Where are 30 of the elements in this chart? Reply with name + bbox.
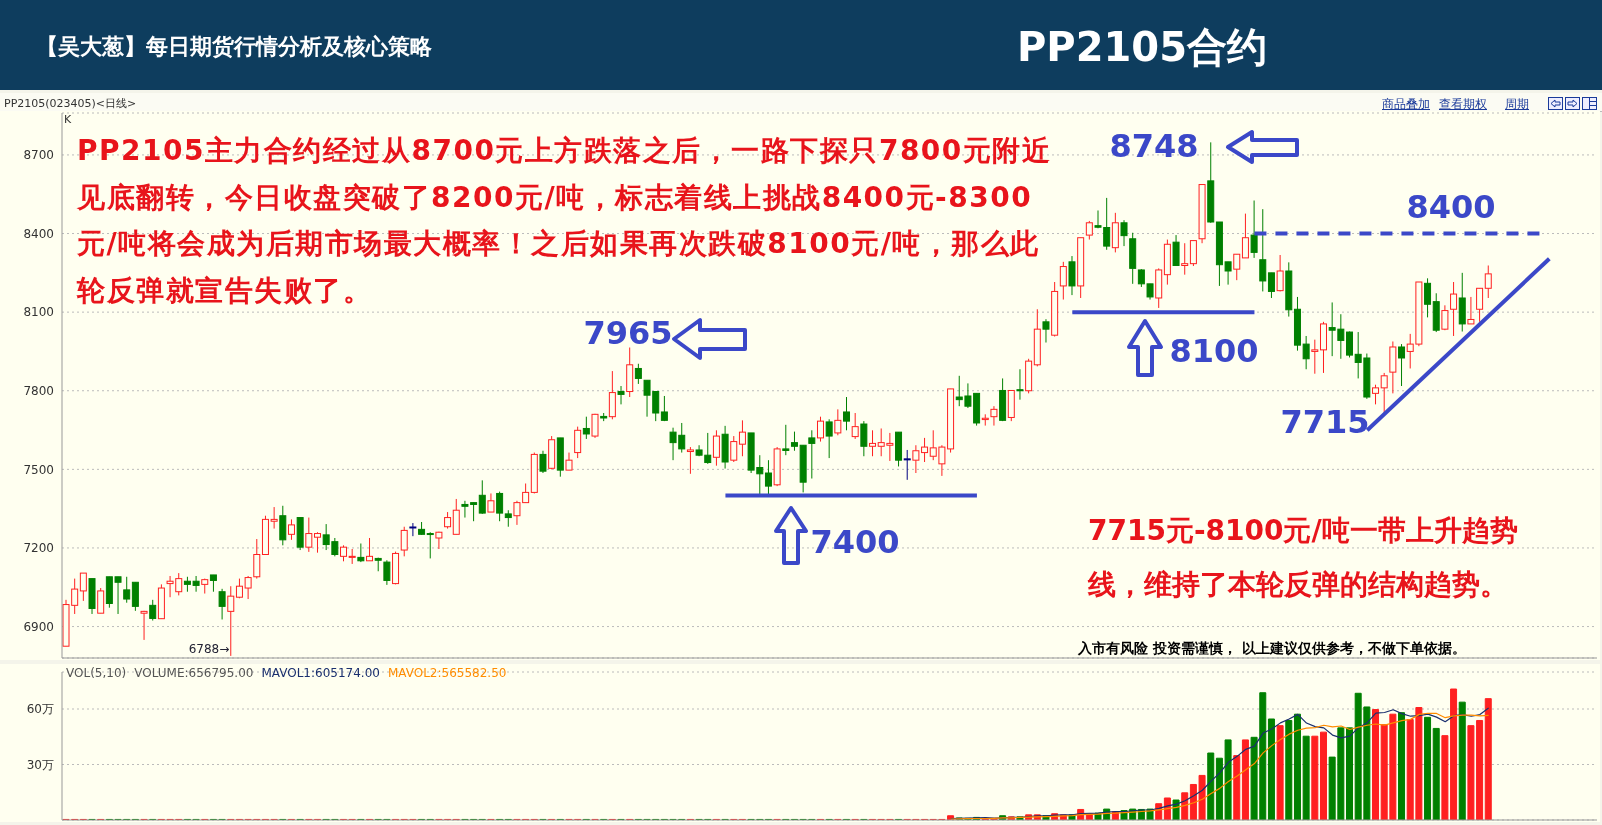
annotation: 8400: [1406, 187, 1496, 226]
annotation: 入市有风险 投资需谨慎， 以上建议仅供参考，不做下单依据。: [1078, 640, 1466, 658]
text: 商品叠加: [1382, 96, 1430, 113]
annotation: 8748: [1109, 127, 1199, 165]
text: 查看期权: [1439, 96, 1487, 113]
text: PP2105(023405)<日线>: [4, 96, 137, 111]
y-tick-label: 7800: [23, 384, 54, 398]
y-tick-label: 7500: [23, 462, 54, 477]
text: 周期: [1505, 96, 1529, 113]
y-tick-label: 7200: [23, 541, 54, 556]
text: MAVOL2:565582.50: [387, 666, 507, 680]
annotation: K: [64, 113, 72, 126]
text: MAVOL1:605174.00: [261, 666, 380, 680]
annotation: 8100: [1169, 331, 1259, 370]
chart-subtitle: 【吴大葱】每日期货行情分析及核心策略: [36, 33, 432, 61]
annotation: 7965: [583, 313, 673, 352]
y-tick-label: 8700: [23, 148, 54, 163]
y-tick-label: 60万: [26, 702, 54, 717]
y-tick-label: 8100: [23, 305, 54, 320]
y-tick-label: 30万: [26, 757, 54, 772]
y-tick-label: 6900: [23, 619, 54, 634]
annotation: 6788→: [188, 642, 230, 656]
annotation: 7400: [810, 523, 900, 562]
annotation: 7715元-8100元/吨一带上升趋势线，维持了本轮反弹的结构趋势。: [1088, 513, 1519, 603]
annotation: 7715: [1280, 403, 1370, 441]
annotation: PP2105主力合约经过从8700元上方跌落之后，一路下探只7800元附近见底翻转，今日收盘突破了8200元/吨，标志着线上挑战8400元-8300元/吨将会成为后期市场最大概率！之后如果再次跌破8100元/吨，那么此轮反弹就宣告失败了。: [77, 133, 1053, 309]
chart-title: PP2105合约: [1017, 23, 1267, 72]
legend-title: VOL(5,10): [66, 666, 127, 680]
annotation: VOLUME:656795.00: [134, 666, 254, 680]
y-tick-label: 8400: [23, 226, 54, 241]
